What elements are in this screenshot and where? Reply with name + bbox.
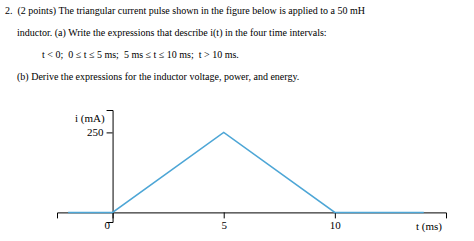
x-tick: 10: [330, 212, 342, 231]
annotation: t < 0; 0 ≤ t ≤ 5 ms; 5 ms ≤ t ≤ 10 ms; t…: [42, 49, 239, 60]
y-axis: 250: [87, 111, 113, 223]
y-tick: 250: [87, 126, 113, 138]
y-tick-mark: [107, 132, 113, 133]
plot-area: [68, 132, 424, 212]
x-tick: 5: [221, 212, 227, 231]
x-axis: 0 5 10: [58, 212, 447, 231]
y-axis-line: [107, 111, 114, 223]
line: [68, 132, 424, 212]
annotation: 2. (2 points) The triangular current pul…: [5, 5, 365, 17]
x-tick-label: 10: [330, 219, 342, 231]
x-tick-label: 5: [221, 219, 227, 231]
x-axis-line: [58, 213, 447, 219]
y-axis-label: i (mA): [75, 112, 105, 125]
annotation: inductor. (a) Write the expressions that…: [17, 27, 327, 39]
x-tick-label: 0: [105, 219, 111, 231]
annotations: 2. (2 points) The triangular current pul…: [5, 5, 365, 83]
x-tick-mark: [224, 212, 225, 218]
x-tick-mark: [335, 212, 336, 218]
x-tick: 0: [105, 212, 114, 231]
chart: 2. (2 points) The triangular current pul…: [0, 0, 474, 241]
annotation: (b) Derive the expressions for the induc…: [17, 71, 299, 83]
y-tick-label: 250: [87, 126, 104, 138]
x-axis-label: t (ms): [416, 220, 442, 233]
